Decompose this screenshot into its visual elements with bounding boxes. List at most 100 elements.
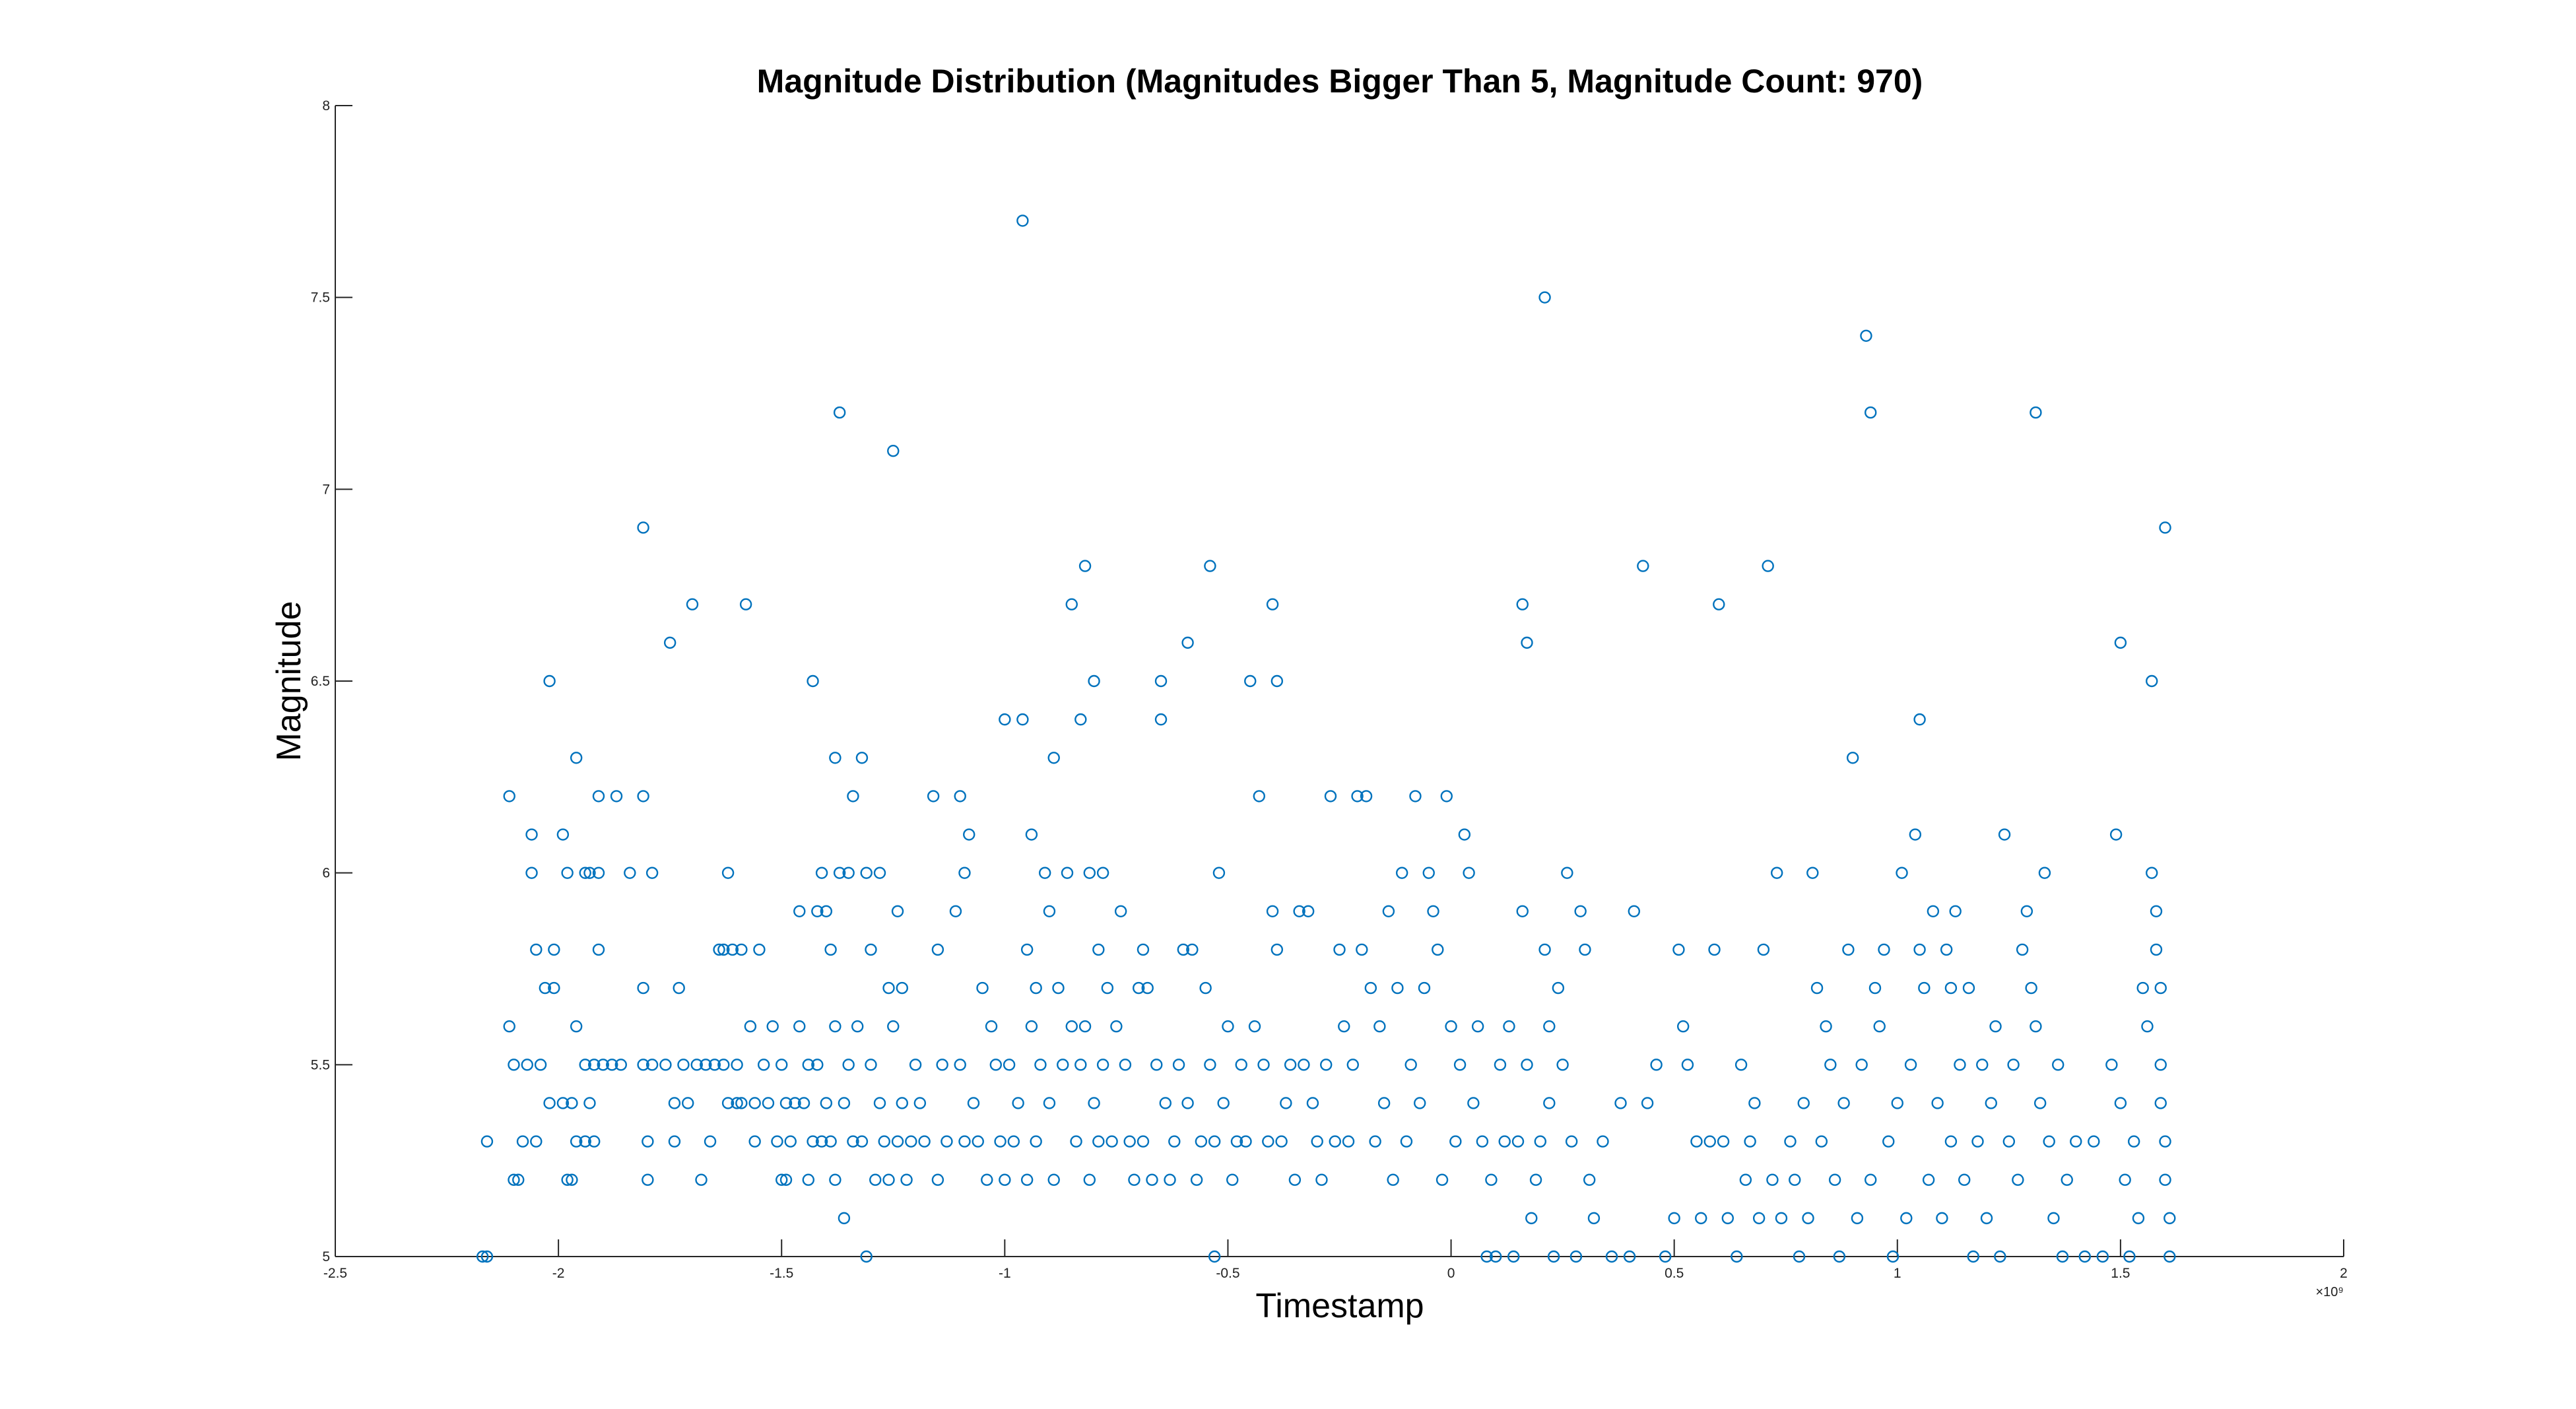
scatter-point xyxy=(829,752,842,764)
scatter-point xyxy=(1306,1097,1319,1109)
scatter-point xyxy=(525,828,538,841)
scatter-point xyxy=(717,943,730,956)
scatter-point xyxy=(1195,1135,1208,1148)
y-tick-label: 5 xyxy=(322,1249,330,1264)
scatter-point xyxy=(645,1059,659,1071)
scatter-point xyxy=(949,905,962,918)
scatter-point xyxy=(838,1212,851,1225)
scatter-point xyxy=(1865,1173,1877,1186)
scatter-point xyxy=(1672,943,1685,956)
scatter-point xyxy=(954,790,966,803)
scatter-point xyxy=(1083,867,1096,879)
scatter-point xyxy=(1266,598,1279,610)
scatter-point xyxy=(1114,905,1127,918)
scatter-point xyxy=(1271,943,1284,956)
scatter-point xyxy=(873,1097,886,1109)
y-ticks: 5 5.5 6 6.5 7 7.5 8 xyxy=(311,98,352,1264)
scatter-point xyxy=(1896,867,1908,879)
scatter-point xyxy=(1904,1059,1917,1071)
scatter-point xyxy=(1891,1097,1903,1109)
scatter-point xyxy=(1949,905,1962,918)
scatter-point xyxy=(1047,1173,1060,1186)
scatter-point xyxy=(548,943,560,956)
scatter-point xyxy=(1110,1020,1123,1033)
scatter-point xyxy=(976,981,989,995)
scatter-point xyxy=(1828,1173,1841,1186)
scatter-point xyxy=(2002,1135,2016,1148)
scatter-point xyxy=(561,1173,574,1186)
scatter-point xyxy=(1030,981,1042,995)
y-tick-label: 7.5 xyxy=(311,290,330,306)
scatter-point xyxy=(721,1097,735,1109)
scatter-point xyxy=(1467,1097,1480,1109)
scatter-point xyxy=(637,521,649,534)
scatter-point xyxy=(936,1059,948,1071)
scatter-point xyxy=(1846,752,1859,764)
scatter-point xyxy=(1597,1135,1609,1148)
scatter-point xyxy=(1842,943,1855,956)
scatter-point xyxy=(748,1135,761,1148)
scatter-point xyxy=(592,867,605,879)
scatter-point xyxy=(1154,674,1168,688)
scatter-point xyxy=(588,1059,601,1071)
x-tick-label: 0.5 xyxy=(1665,1266,1684,1281)
scatter-point xyxy=(865,1059,877,1071)
scatter-point xyxy=(1708,943,1721,956)
scatter-point xyxy=(1538,943,1551,956)
scatter-point xyxy=(1757,943,1770,956)
scatter-point xyxy=(1168,1135,1181,1148)
scatter-point xyxy=(931,1173,944,1186)
scatter-point xyxy=(2025,981,2037,995)
scatter-point xyxy=(1400,1135,1413,1148)
scatter-point xyxy=(673,981,685,995)
scatter-point xyxy=(543,1097,556,1109)
scatter-point xyxy=(748,1097,761,1109)
scatter-point xyxy=(1878,943,1890,956)
scatter-point xyxy=(1681,1059,1694,1071)
scatter-point xyxy=(1815,1135,1828,1148)
scatter-point xyxy=(1226,1173,1239,1186)
scatter-point xyxy=(1101,981,1114,995)
scatter-point xyxy=(726,943,739,956)
scatter-point xyxy=(1025,828,1038,841)
scatter-point xyxy=(1967,1250,1979,1263)
scatter-point xyxy=(1137,943,1150,956)
scatter-point xyxy=(1204,560,1216,572)
scatter-point xyxy=(913,1097,927,1109)
scatter-point xyxy=(1637,560,1649,572)
scatter-point xyxy=(954,1059,966,1071)
scatter-point xyxy=(503,1020,515,1033)
scatter-point xyxy=(1154,713,1168,726)
x-tick-label: 1.5 xyxy=(2111,1266,2130,1281)
scatter-point xyxy=(1003,1059,1016,1071)
scatter-point xyxy=(2127,1135,2140,1148)
scatter-point xyxy=(1561,867,1573,879)
scatter-point xyxy=(700,1059,712,1071)
scatter-point xyxy=(1958,1173,1971,1186)
scatter-point xyxy=(1703,1135,1716,1148)
scatter-point xyxy=(789,1097,801,1109)
scatter-point xyxy=(1909,828,1922,841)
scatter-point xyxy=(2078,1250,2091,1263)
scatter-point xyxy=(512,1173,525,1186)
scatter-point xyxy=(1043,1097,1056,1109)
scatter-point xyxy=(1543,1097,1556,1109)
scatter-point xyxy=(824,943,837,956)
scatter-point xyxy=(1868,981,1882,995)
scatter-point xyxy=(566,1097,578,1109)
scatter-point xyxy=(1614,1097,1627,1109)
scatter-point xyxy=(1480,1250,1493,1263)
scatter-point xyxy=(1065,598,1078,610)
scatter-point xyxy=(2016,943,2029,956)
scatter-point xyxy=(1257,1059,1270,1071)
scatter-point xyxy=(480,1135,494,1148)
scatter-point xyxy=(1262,1135,1274,1148)
scatter-point xyxy=(963,828,975,841)
scatter-point xyxy=(811,1059,824,1071)
scatter-point xyxy=(1329,1135,1341,1148)
scatter-point xyxy=(2105,1059,2118,1071)
scatter-point xyxy=(530,1135,543,1148)
scatter-point xyxy=(1485,1173,1498,1186)
